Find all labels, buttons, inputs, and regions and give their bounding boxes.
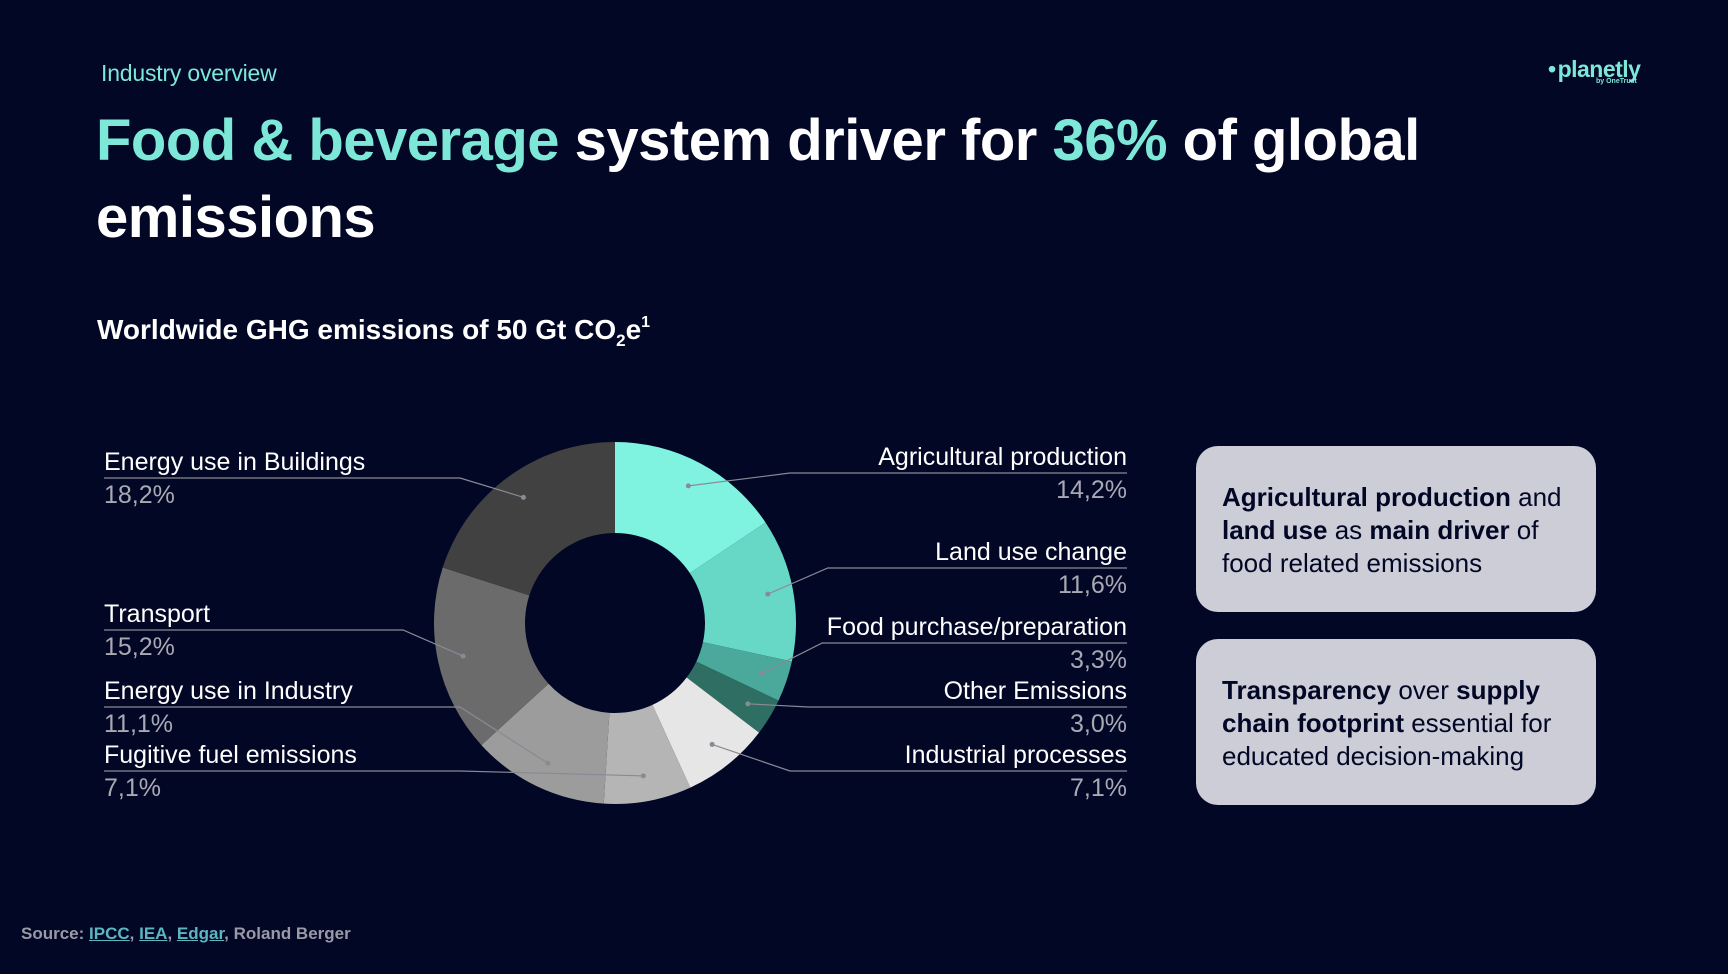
- value-food-purchase-preparation: 3,3%: [1070, 646, 1127, 674]
- value-fugitive-fuel-emissions: 7,1%: [104, 774, 161, 802]
- card-text: land use: [1222, 515, 1328, 545]
- slice-agricultural-production: [615, 442, 766, 574]
- label-food-purchase-preparation: Food purchase/preparation: [827, 613, 1127, 641]
- value-agricultural-production: 14,2%: [1056, 476, 1127, 504]
- value-transport: 15,2%: [104, 633, 175, 661]
- leader-line-food-purchase-preparation: [761, 642, 1127, 674]
- label-other-emissions: Other Emissions: [944, 677, 1127, 705]
- slice-other-emissions: [686, 661, 779, 733]
- card-text: main driver: [1369, 515, 1510, 545]
- leader-line-other-emissions: [747, 703, 1127, 708]
- value-other-emissions: 3,0%: [1070, 710, 1127, 738]
- card-text: as: [1327, 515, 1370, 545]
- card-text: supply chain footprint: [1222, 675, 1540, 738]
- logo-subtext: by OneTrust: [1596, 78, 1637, 85]
- value-land-use-change: 11,6%: [1058, 571, 1127, 599]
- leader-line-transport: [104, 629, 464, 657]
- chart-subtitle: Worldwide GHG emissions of 50 Gt CO2e1: [97, 314, 650, 351]
- source-footnote: Source: IPCC, IEA, Edgar, Roland Berger: [21, 924, 351, 943]
- title-accent-2: 36%: [1052, 108, 1168, 173]
- leader-dot-other-emissions: [745, 701, 751, 707]
- leader-dot-transport: [460, 653, 466, 659]
- label-fugitive-fuel-emissions: Fugitive fuel emissions: [104, 741, 357, 769]
- logo-dot-icon: •: [1548, 56, 1556, 82]
- leader-dot-food-purchase-preparation: [759, 670, 765, 676]
- source-label: Source:: [21, 924, 90, 943]
- subtitle-subscript: 2: [616, 331, 626, 350]
- insight-card-1: Agricultural production and land use as …: [1196, 446, 1596, 612]
- planetly-logo: •planetly by OneTrust: [1548, 56, 1641, 85]
- leader-dot-fugitive-fuel-emissions: [640, 773, 646, 779]
- card-text: Agricultural production: [1222, 482, 1511, 512]
- leader-line-land-use-change: [767, 567, 1127, 595]
- slice-industrial-processes: [652, 677, 760, 788]
- value-energy-use-in-buildings: 18,2%: [104, 481, 175, 509]
- source-tail: , Roland Berger: [224, 924, 351, 943]
- title-accent-1: Food & beverage: [96, 108, 560, 173]
- subtitle-suffix: e: [625, 314, 642, 345]
- leader-dot-agricultural-production: [685, 483, 691, 489]
- leader-line-energy-use-in-buildings: [104, 477, 524, 498]
- leader-line-energy-use-in-industry: [104, 706, 549, 764]
- card-text: of food related emissions: [1222, 515, 1539, 578]
- section-kicker: Industry overview: [101, 60, 277, 86]
- card-text: over: [1391, 675, 1457, 705]
- slice-food-purchase-preparation: [696, 642, 792, 701]
- source-link-iea[interactable]: IEA: [139, 924, 168, 943]
- leader-dot-land-use-change: [765, 591, 771, 597]
- leader-dot-energy-use-in-industry: [545, 760, 551, 766]
- card-text: and: [1510, 482, 1562, 512]
- value-energy-use-in-industry: 11,1%: [104, 710, 173, 738]
- leader-dot-energy-use-in-buildings: [520, 494, 526, 500]
- label-transport: Transport: [104, 600, 210, 628]
- label-energy-use-in-buildings: Energy use in Buildings: [104, 448, 365, 476]
- leader-lines: [104, 472, 1127, 779]
- logo-text: planetly: [1557, 56, 1641, 82]
- source-link-ipcc[interactable]: IPCC: [89, 924, 130, 943]
- value-industrial-processes: 7,1%: [1070, 774, 1127, 802]
- source-link-edgar[interactable]: Edgar: [176, 924, 225, 943]
- title-text-2: of global emissions: [96, 108, 1420, 250]
- leader-line-fugitive-fuel-emissions: [104, 770, 644, 777]
- insight-card-2: Transparency over supply chain footprint…: [1196, 639, 1596, 805]
- leader-line-industrial-processes: [711, 743, 1127, 772]
- slice-land-use-change: [689, 522, 797, 662]
- page-title: Food & beverage system driver for 36% of…: [96, 102, 1596, 256]
- slice-transport: [434, 567, 549, 746]
- label-land-use-change: Land use change: [935, 538, 1127, 566]
- title-text-1: system driver for: [559, 108, 1053, 173]
- slice-fugitive-fuel-emissions: [603, 704, 691, 804]
- slice-energy-use-in-buildings: [442, 442, 615, 596]
- label-energy-use-in-industry: Energy use in Industry: [104, 677, 353, 705]
- label-agricultural-production: Agricultural production: [878, 443, 1127, 471]
- subtitle-superscript: 1: [641, 314, 651, 331]
- subtitle-main: Worldwide GHG emissions of 50 Gt CO: [97, 314, 617, 345]
- card-text: essential for educated decision-making: [1222, 708, 1552, 771]
- leader-dot-industrial-processes: [709, 741, 715, 747]
- label-industrial-processes: Industrial processes: [905, 741, 1127, 769]
- card-text: Transparency: [1222, 675, 1392, 705]
- leader-line-agricultural-production: [688, 472, 1127, 487]
- donut-chart: Agricultural production 14,2% Land use cha…: [104, 442, 1127, 804]
